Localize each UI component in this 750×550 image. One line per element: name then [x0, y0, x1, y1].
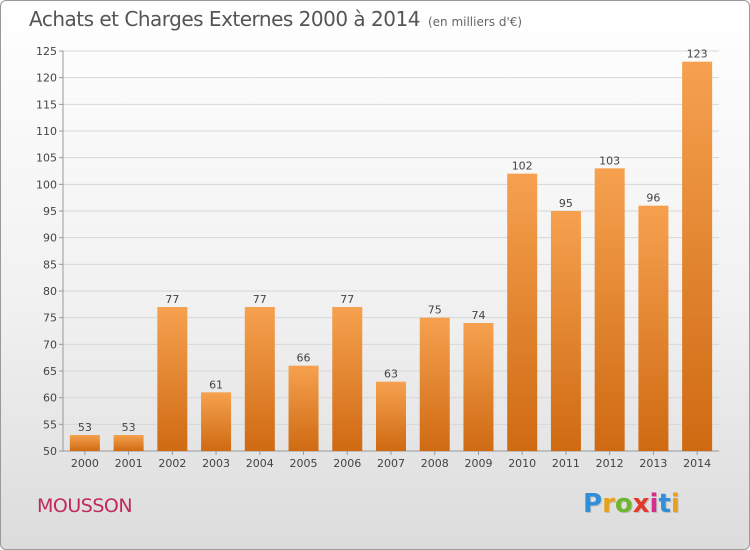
y-tick-label: 120	[36, 72, 57, 85]
y-tick-label: 75	[43, 312, 57, 325]
bar	[244, 307, 275, 451]
chart-subtitle: (en milliers d'€)	[427, 15, 523, 29]
x-tick-label: 2004	[246, 457, 274, 470]
data-label: 77	[165, 293, 179, 306]
x-tick-label: 2014	[683, 457, 711, 470]
x-tick-label: 2000	[71, 457, 99, 470]
data-label: 103	[599, 154, 620, 167]
data-label: 77	[340, 293, 354, 306]
data-label: 96	[646, 192, 660, 205]
data-label: 95	[559, 197, 573, 210]
x-tick-label: 2013	[639, 457, 667, 470]
data-labels: 53 53 77 61 77 66 77 63 75 74 102 95 103 96 123	[78, 48, 708, 434]
data-label: 77	[253, 293, 267, 306]
bar	[157, 307, 188, 451]
x-tick-label: 2006	[333, 457, 361, 470]
y-tick-label: 80	[43, 285, 57, 298]
bar	[550, 211, 581, 451]
y-tick-label: 125	[36, 45, 57, 58]
bar	[113, 435, 144, 451]
chart-title: Achats et Charges Externes 2000 à 2014 (e…	[29, 7, 522, 31]
data-label: 63	[384, 368, 398, 381]
y-tick-label: 100	[36, 178, 57, 191]
x-tick-label: 2001	[115, 457, 143, 470]
data-label: 53	[78, 421, 92, 434]
bar	[507, 173, 538, 451]
data-label: 61	[209, 378, 223, 391]
data-label: 53	[122, 421, 136, 434]
y-tick-label: 95	[43, 205, 57, 218]
bar	[463, 323, 494, 451]
x-tick-label: 2005	[290, 457, 318, 470]
chart-title-text: Achats et Charges Externes 2000 à 2014	[29, 7, 420, 31]
x-tick-label: 2003	[202, 457, 230, 470]
x-tick-label: 2010	[508, 457, 536, 470]
x-tick-label: 2011	[552, 457, 580, 470]
bar	[682, 61, 713, 452]
y-tick-label: 110	[36, 125, 57, 138]
x-tick-label: 2009	[464, 457, 492, 470]
y-tick-label: 115	[36, 98, 57, 111]
logo-letter: i	[649, 489, 659, 519]
logo-letter: r	[602, 489, 615, 519]
x-tick-label: 2012	[596, 457, 624, 470]
y-tick-label: 70	[43, 338, 57, 351]
data-label: 74	[471, 309, 485, 322]
logo-letter: x	[632, 489, 650, 519]
bar	[419, 317, 450, 451]
data-label: 102	[512, 160, 533, 173]
data-label: 123	[687, 48, 708, 61]
x-tick-label: 2007	[377, 457, 405, 470]
proxiti-logo[interactable]: Proxiti	[583, 489, 680, 519]
logo-letter: P	[583, 489, 603, 519]
bar	[376, 381, 406, 451]
x-tick-label: 2002	[158, 457, 186, 470]
data-label: 75	[428, 304, 442, 317]
logo-letter: t	[658, 489, 671, 519]
bar	[332, 307, 363, 451]
y-tick-label: 85	[43, 258, 57, 271]
commune-name: MOUSSON	[37, 495, 133, 517]
bar	[201, 392, 232, 451]
bar	[638, 205, 669, 451]
bar	[594, 168, 625, 452]
x-tick-label: 2008	[421, 457, 449, 470]
bars	[69, 61, 713, 452]
bar	[288, 365, 319, 451]
logo-letter: o	[614, 489, 633, 519]
y-tick-label: 60	[43, 392, 57, 405]
logo-letter: i	[670, 489, 680, 519]
bar	[69, 435, 100, 451]
y-tick-label: 90	[43, 232, 57, 245]
y-tick-label: 65	[43, 365, 57, 378]
data-label: 66	[297, 352, 311, 365]
y-tick-label: 50	[43, 445, 57, 458]
y-tick-label: 55	[43, 418, 57, 431]
y-tick-label: 105	[36, 152, 57, 165]
